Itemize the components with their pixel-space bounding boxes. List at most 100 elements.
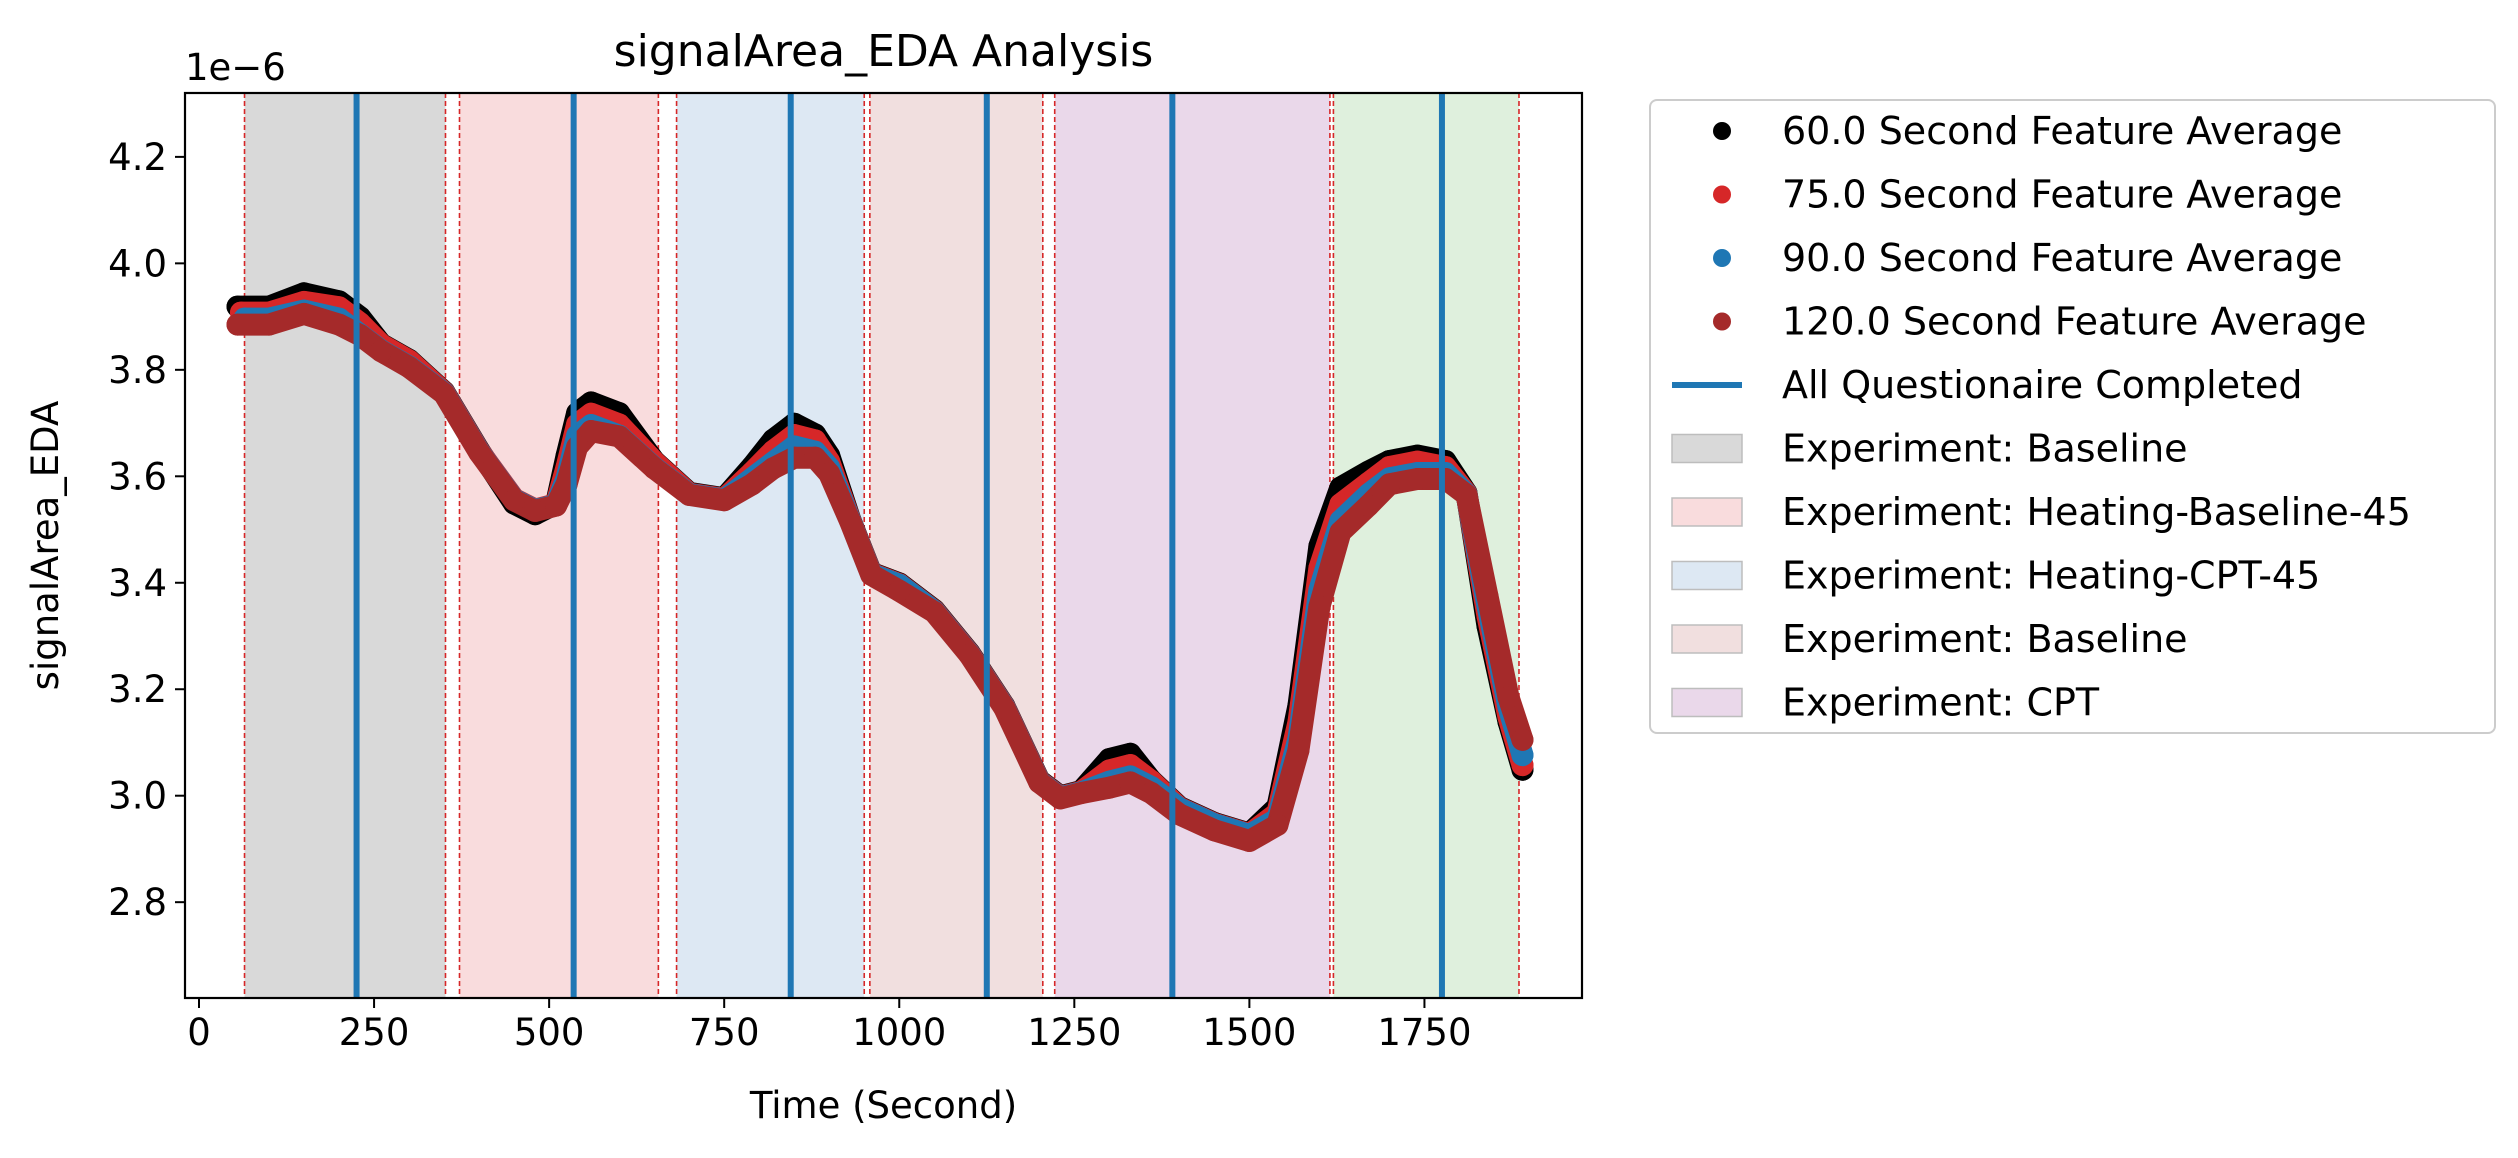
y-tick-label-2: 3.2 — [108, 668, 167, 711]
experiment-band-4 — [1054, 93, 1330, 998]
series-3-point-17 — [678, 483, 701, 506]
series-3-point-25 — [860, 563, 883, 586]
plot-frame — [183, 91, 1584, 1000]
legend-marker-5 — [1671, 433, 1743, 464]
series-3-point-48 — [1476, 585, 1499, 608]
x-axis-label: Time (Second) — [749, 1084, 1017, 1127]
series-3-point-34 — [1119, 771, 1142, 794]
y-tick-label-7: 4.2 — [108, 136, 167, 179]
series-group — [226, 282, 1534, 852]
legend: 60.0 Second Feature Average 75.0 Second F… — [1649, 99, 2496, 734]
series-3-point-31 — [1049, 787, 1072, 810]
questionnaire-lines — [353, 93, 1445, 998]
chart-title: signalArea_EDA Analysis — [614, 26, 1154, 77]
x-tick-label-1: 250 — [339, 1011, 410, 1054]
series-3-point-9 — [503, 489, 526, 512]
series-3-point-22 — [804, 446, 827, 469]
series-3-point-4 — [349, 324, 372, 347]
series-3-point-30 — [1028, 771, 1051, 794]
x-tick-label-2: 500 — [514, 1011, 585, 1054]
series-3-point-39 — [1266, 814, 1289, 836]
legend-label-0: 60.0 Second Feature Average — [1782, 109, 2342, 153]
series-3-point-41 — [1308, 595, 1331, 618]
series-3-point-3 — [328, 313, 351, 336]
series-3-point-46 — [1434, 467, 1457, 490]
series-3-point-23 — [818, 462, 841, 485]
series-3-point-37 — [1203, 819, 1226, 842]
legend-marker-9 — [1671, 687, 1743, 718]
series-3-point-7 — [433, 382, 456, 405]
series-3-point-28 — [958, 643, 981, 666]
legend-label-3: 120.0 Second Feature Average — [1782, 300, 2367, 344]
series-3-point-0 — [226, 313, 249, 336]
series-3-point-1 — [258, 313, 281, 336]
y-axis-ticks: 2.8 3.0 3.2 3.4 3.6 3.8 4.0 4.2 — [108, 136, 185, 924]
series-3-point-16 — [643, 457, 666, 480]
y-tick-label-4: 3.6 — [108, 455, 167, 498]
legend-marker-3 — [1713, 312, 1731, 331]
legend-label-8: Experiment: Baseline — [1782, 617, 2188, 661]
legend-label-5: Experiment: Baseline — [1782, 427, 2188, 471]
legend-marker-6 — [1671, 497, 1743, 527]
series-3-point-26 — [888, 579, 911, 602]
series-3-point-40 — [1287, 739, 1310, 762]
series-3-point-11 — [545, 494, 568, 517]
x-tick-label-4: 1000 — [852, 1011, 946, 1054]
series-3-point-38 — [1238, 829, 1261, 852]
legend-marker-7 — [1671, 560, 1743, 591]
legend-marker-1 — [1713, 185, 1731, 204]
series-3-point-20 — [762, 457, 785, 480]
series-3-point-44 — [1378, 473, 1401, 496]
series-3-point-14 — [580, 420, 603, 443]
experiment-band-1 — [459, 93, 659, 998]
experiment-band-0 — [244, 93, 446, 998]
legend-label-6: Experiment: Heating-Baseline-45 — [1782, 490, 2411, 534]
experiment-band-5 — [1333, 93, 1519, 998]
y-tick-label-6: 4.0 — [108, 242, 167, 285]
series-3-point-18 — [713, 489, 736, 512]
y-axis-label: signalArea_EDA — [24, 401, 67, 691]
series-3-point-5 — [370, 340, 393, 363]
series-3-point-49 — [1497, 686, 1520, 709]
series-3-point-21 — [783, 446, 806, 469]
legend-label-4: All Questionaire Completed — [1782, 363, 2303, 407]
x-tick-label-6: 1500 — [1202, 1011, 1296, 1054]
y-tick-label-0: 2.8 — [108, 881, 167, 924]
series-3-point-42 — [1329, 521, 1352, 544]
experiment-band-2 — [676, 93, 865, 998]
y-tick-label-5: 3.8 — [108, 349, 167, 392]
series-3-point-50 — [1511, 728, 1534, 751]
legend-label-2: 90.0 Second Feature Average — [1782, 236, 2342, 280]
experiment-band-3 — [869, 93, 1043, 998]
series-3-point-33 — [1098, 776, 1121, 799]
series-3-point-47 — [1455, 483, 1478, 506]
series-3-point-10 — [524, 499, 547, 522]
x-axis-ticks: 0 250 500 750 1000 1250 1500 1750 — [187, 998, 1472, 1054]
y-axis-multiplier: 1e−6 — [185, 46, 286, 89]
y-tick-label-1: 3.0 — [108, 775, 167, 818]
series-3-point-19 — [741, 473, 764, 496]
x-tick-label-3: 750 — [689, 1011, 760, 1054]
series-3-point-32 — [1070, 782, 1093, 805]
legend-marker-2 — [1713, 249, 1731, 267]
series-2-point-50 — [1511, 744, 1534, 767]
series-3-point-8 — [468, 441, 491, 464]
series-3-point-15 — [608, 425, 631, 448]
legend-label-1: 75.0 Second Feature Average — [1782, 173, 2342, 217]
legend-marker-8 — [1671, 624, 1743, 654]
series-3-point-43 — [1357, 494, 1380, 517]
series-3-point-45 — [1406, 467, 1429, 490]
x-tick-label-7: 1750 — [1377, 1011, 1471, 1054]
legend-frame — [1649, 99, 2496, 734]
series-3-point-29 — [993, 696, 1016, 719]
x-tick-label-5: 1250 — [1027, 1011, 1121, 1054]
series-3-point-27 — [923, 601, 946, 624]
y-tick-label-3: 3.4 — [108, 562, 167, 605]
series-3-point-35 — [1140, 782, 1163, 805]
series-3-point-24 — [839, 510, 862, 533]
legend-marker-0 — [1713, 122, 1731, 140]
legend-label-9: Experiment: CPT — [1782, 681, 2100, 725]
x-tick-label-0: 0 — [187, 1011, 211, 1054]
legend-label-7: Experiment: Heating-CPT-45 — [1782, 554, 2320, 598]
